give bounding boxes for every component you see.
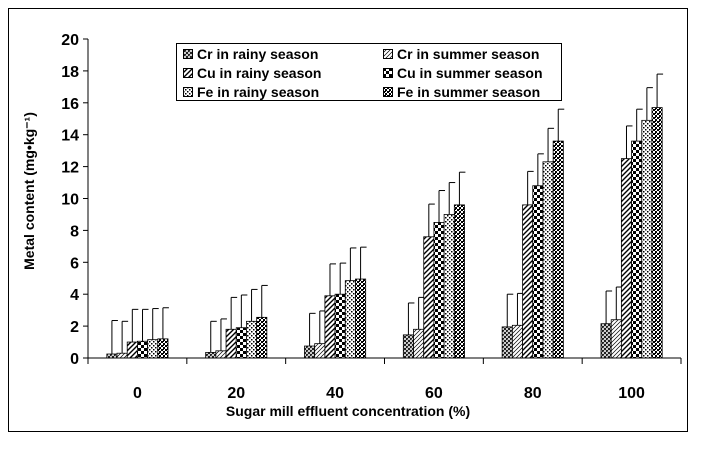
- bar: [137, 340, 149, 359]
- bar: [402, 334, 414, 359]
- y-tick-label: 12: [61, 160, 79, 177]
- y-tick-label: 2: [70, 319, 79, 336]
- legend-item: Cu in summer season: [383, 63, 569, 82]
- legend-label: Cu in summer season: [397, 64, 543, 81]
- legend-label: Fe in summer season: [397, 83, 541, 100]
- chart-svg: 0 2 4 6 8 10 12 14 16 18 20 0 20 40 60 80 100 Sugar mill…: [21, 32, 682, 419]
- y-tick-label: 4: [70, 287, 79, 304]
- y-tick-label: 8: [70, 223, 79, 240]
- bar: [246, 320, 258, 359]
- bar: [651, 107, 663, 359]
- bar: [304, 345, 316, 359]
- legend-swatch: [183, 86, 193, 97]
- bar: [501, 326, 513, 359]
- x-tick-label: 20: [227, 385, 245, 402]
- x-tick-label: 0: [133, 385, 142, 402]
- plot-area: [106, 73, 664, 359]
- x-tick-label: 100: [618, 385, 645, 402]
- legend-label: Cr in summer season: [397, 45, 540, 62]
- bar: [157, 338, 169, 359]
- legend: Cr in rainy season Cr in summer season Cu …: [176, 43, 562, 101]
- bar: [324, 295, 336, 359]
- bar: [205, 352, 217, 359]
- bar: [413, 328, 425, 359]
- legend-item: Cr in rainy season: [183, 44, 383, 63]
- bar: [542, 161, 554, 359]
- legend-item: Cu in rainy season: [183, 63, 383, 82]
- y-tick-label: 18: [61, 64, 79, 81]
- legend-item: Fe in summer season: [383, 82, 569, 101]
- legend-label: Cr in rainy season: [197, 45, 319, 62]
- legend-swatch: [383, 86, 393, 97]
- bar: [106, 353, 118, 359]
- x-tick-label: 60: [425, 385, 443, 402]
- chart-frame: 0 2 4 6 8 10 12 14 16 18 20 0 20 40 60 80 100 Sugar mill…: [8, 8, 688, 432]
- bar: [423, 236, 435, 359]
- bar: [522, 204, 534, 359]
- bar: [620, 158, 632, 359]
- x-tick-label: 40: [326, 385, 344, 402]
- bar: [355, 278, 367, 359]
- bar: [453, 204, 465, 359]
- bar: [334, 293, 346, 359]
- legend-swatch: [383, 67, 393, 78]
- bar: [631, 140, 643, 359]
- bar: [511, 324, 523, 359]
- y-tick-label: 20: [61, 32, 79, 49]
- bar: [314, 343, 326, 359]
- y-tick-label: 6: [70, 255, 79, 272]
- y-tick-label: 14: [61, 128, 79, 145]
- y-axis-title: Metal content (mg•kg⁻¹): [21, 112, 37, 270]
- bar: [344, 280, 356, 359]
- bar: [215, 350, 227, 359]
- legend-swatch: [183, 48, 193, 59]
- bar: [600, 323, 612, 359]
- bar: [225, 328, 237, 359]
- bar: [641, 119, 653, 359]
- legend-item: Cr in summer season: [383, 44, 569, 63]
- legend-label: Fe in rainy season: [197, 83, 320, 100]
- bar: [126, 341, 138, 359]
- x-axis-title: Sugar mill effluent concentration (%): [226, 403, 470, 419]
- bar: [433, 222, 445, 359]
- y-tick-label: 16: [61, 96, 79, 113]
- legend-item: Fe in rainy season: [183, 82, 383, 101]
- bar: [116, 352, 128, 359]
- bar: [256, 316, 268, 359]
- legend-swatch: [183, 67, 193, 78]
- y-tick-label: 10: [61, 192, 79, 209]
- bar: [532, 185, 544, 359]
- bar: [443, 214, 455, 359]
- legend-label: Cu in rainy season: [197, 64, 322, 81]
- x-tick-label: 80: [524, 385, 542, 402]
- y-tick-label: 0: [70, 351, 79, 368]
- bar: [610, 319, 622, 359]
- axes: 0 2 4 6 8 10 12 14 16 18 20 0 20 40 60 80 100: [61, 32, 682, 402]
- bar: [147, 339, 159, 359]
- bar: [235, 327, 247, 359]
- legend-swatch: [383, 48, 393, 59]
- bar: [552, 140, 564, 359]
